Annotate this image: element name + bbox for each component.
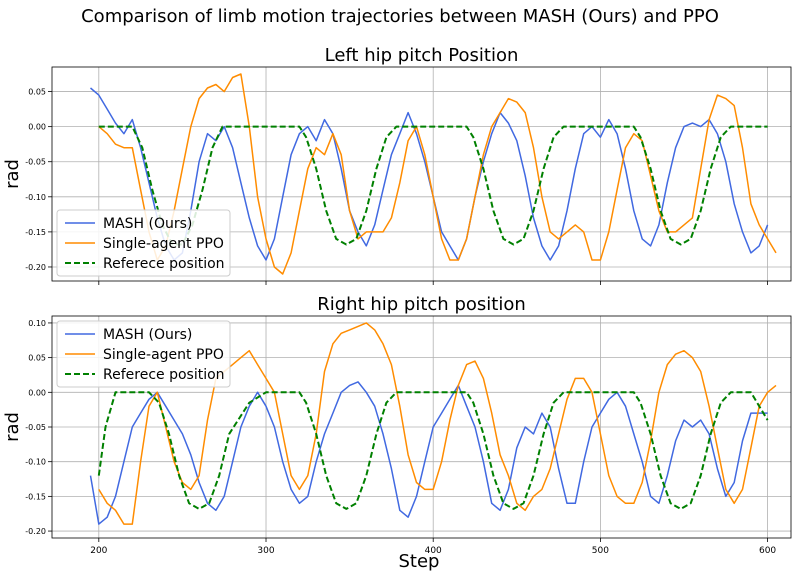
y-tick-label: 0.05 xyxy=(28,354,46,363)
y-tick-label: -0.10 xyxy=(25,458,46,467)
series-group xyxy=(89,322,777,525)
y-tick-label: 0.05 xyxy=(28,88,46,97)
x-tick-label: 600 xyxy=(759,546,776,556)
y-tick-label: 0.10 xyxy=(28,319,46,328)
y-tick-label: -0.10 xyxy=(25,193,46,202)
y-axis-label: rad xyxy=(2,159,23,189)
legend-label: Referece position xyxy=(103,367,225,383)
x-axis-label: Step xyxy=(399,551,440,572)
series-line-mash xyxy=(89,381,768,525)
series-line-ref xyxy=(98,125,768,246)
series-line-ref xyxy=(97,391,769,510)
axes-frame xyxy=(51,66,792,282)
x-tick-label: 300 xyxy=(257,546,274,556)
legend-label: MASH (Ours) xyxy=(103,216,192,232)
legend: MASH (Ours) Single-agent PPO Referece posi… xyxy=(56,320,231,388)
y-tick-label: -0.20 xyxy=(25,263,46,272)
legend-label: MASH (Ours) xyxy=(103,327,192,343)
x-tick-label: 500 xyxy=(592,546,609,556)
y-tick-label: -0.05 xyxy=(25,423,46,432)
x-tick-label: 200 xyxy=(90,546,107,556)
y-tick-label: 0.00 xyxy=(28,123,46,132)
subplot-title: Left hip pitch Position xyxy=(325,45,519,66)
y-tick-label: -0.05 xyxy=(25,158,46,167)
legend-label: Single-agent PPO xyxy=(103,236,224,252)
series-line-ppo xyxy=(98,73,777,275)
subplot-2: 200 300 400 500 600 -0.20 -0.15 -0.10 -0.05 0.00 0… xyxy=(2,294,792,556)
series-group xyxy=(90,73,777,275)
y-tick-label: -0.20 xyxy=(25,527,46,536)
x-tick-label: 400 xyxy=(425,546,442,556)
y-tick-label: -0.15 xyxy=(25,228,46,237)
legend-box xyxy=(56,320,231,388)
legend-box xyxy=(56,209,231,277)
axes-group: -0.20 -0.15 -0.10 -0.05 0.00 0.05 Left hip pit… xyxy=(2,45,792,556)
subplot-title: Right hip pitch position xyxy=(317,294,526,315)
legend: MASH (Ours) Single-agent PPO Referece posi… xyxy=(56,209,231,277)
y-axis-label: rad xyxy=(2,412,23,442)
figure-title: Comparison of limb motion trajectories b… xyxy=(81,6,719,27)
y-tick-label: 0.00 xyxy=(28,388,46,397)
series-line-ppo xyxy=(98,322,777,525)
legend-label: Single-agent PPO xyxy=(103,347,224,363)
y-tick-label: -0.15 xyxy=(25,492,46,501)
legend-label: Referece position xyxy=(103,256,225,272)
subplot-1: -0.20 -0.15 -0.10 -0.05 0.00 0.05 Left hip pit… xyxy=(2,45,792,285)
